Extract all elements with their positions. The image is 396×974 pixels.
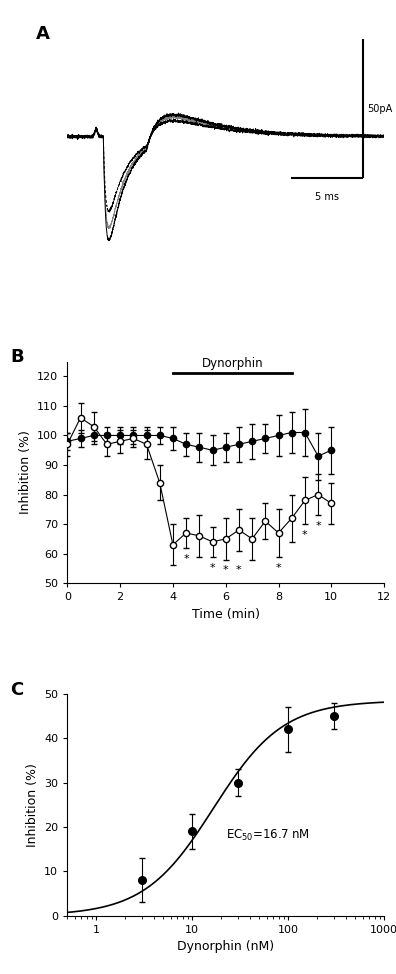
Y-axis label: Inhibition (%): Inhibition (%) <box>26 763 39 846</box>
Text: EC$_{50}$=16.7 nM: EC$_{50}$=16.7 nM <box>226 828 310 843</box>
X-axis label: Time (min): Time (min) <box>192 608 260 620</box>
Text: Dynorphin: Dynorphin <box>0 973 1 974</box>
Text: 5 ms: 5 ms <box>314 192 339 203</box>
Text: Wash: Wash <box>0 973 1 974</box>
Text: A: A <box>36 24 50 43</box>
Text: *: * <box>315 521 321 531</box>
Y-axis label: Inhibition (%): Inhibition (%) <box>19 431 32 514</box>
Text: Control: Control <box>0 973 1 974</box>
X-axis label: Dynorphin (nM): Dynorphin (nM) <box>177 940 274 954</box>
Text: *: * <box>183 553 189 564</box>
Text: B: B <box>10 349 24 366</box>
Text: *: * <box>276 563 281 573</box>
Text: *: * <box>302 530 308 540</box>
Text: *: * <box>210 563 215 573</box>
Text: *: * <box>236 566 242 576</box>
Text: Dynorphin: Dynorphin <box>202 357 263 370</box>
Text: *: * <box>223 566 228 576</box>
Text: 50pA: 50pA <box>367 104 392 114</box>
Text: C: C <box>10 681 23 698</box>
